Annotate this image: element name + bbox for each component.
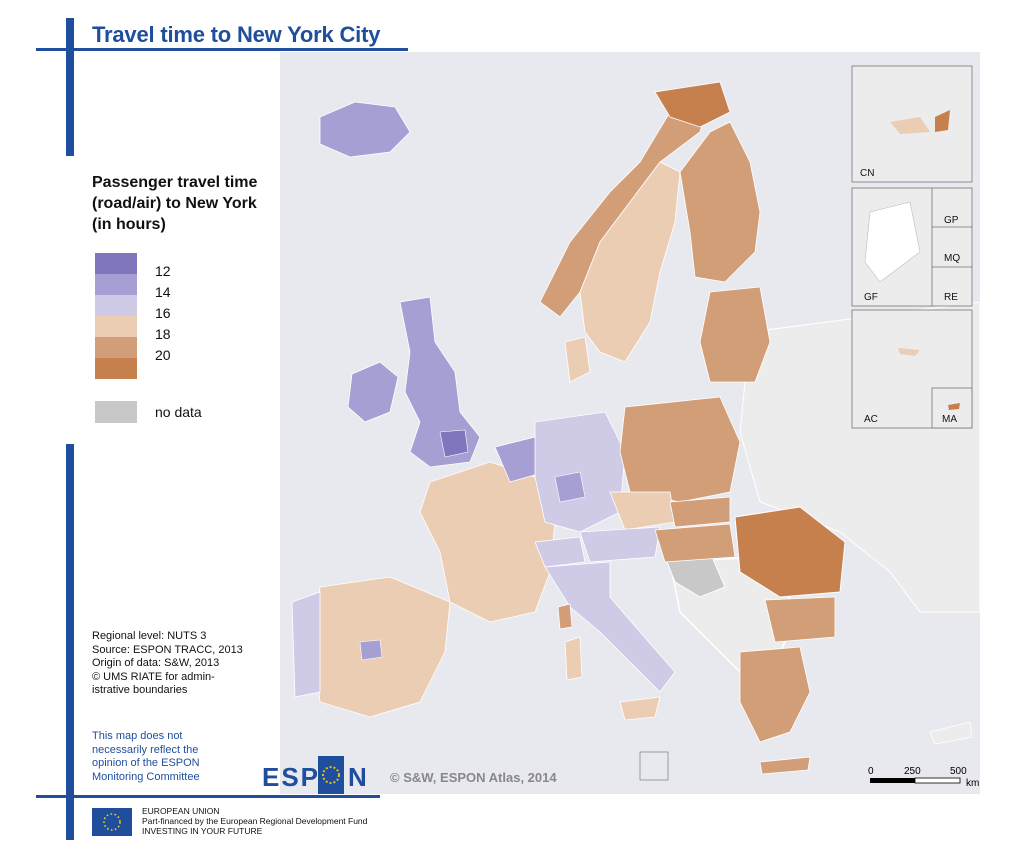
- footer-rule: [36, 795, 380, 798]
- iceland: [319, 101, 411, 158]
- legend-swatch: [95, 337, 137, 358]
- inset-label-cn: CN: [860, 168, 874, 179]
- overseas-insets: [851, 65, 973, 429]
- source-line: istrative boundaries: [92, 684, 188, 696]
- scale-label-250: 250: [904, 766, 921, 777]
- legend-swatch: [95, 274, 137, 295]
- hungary: [654, 523, 736, 563]
- scale-unit: km: [966, 778, 979, 789]
- legend-label: 16: [155, 305, 171, 321]
- legend-title-line: (road/air) to New York: [92, 195, 257, 212]
- legend-label-nodata: no data: [155, 404, 202, 420]
- greece: [739, 646, 811, 743]
- eu-line: Part-financed by the European Regional D…: [142, 816, 368, 826]
- eu-funding-note: EUROPEAN UNION Part-financed by the Euro…: [142, 806, 482, 836]
- legend-label: 12: [155, 263, 171, 279]
- legend-row: [95, 358, 345, 380]
- espon-logo-text-right: N: [348, 762, 367, 792]
- denmark: [564, 336, 591, 383]
- legend-label: 14: [155, 284, 171, 300]
- left-accent-bar-bottom: [66, 444, 74, 840]
- source-line: Regional level: NUTS 3: [92, 630, 207, 642]
- legend-swatch: [95, 253, 137, 274]
- romania: [734, 506, 846, 598]
- malta-inset-frame: [639, 751, 669, 781]
- legend-row: 20: [95, 337, 345, 363]
- map-sources: Regional level: NUTS 3 Source: ESPON TRA…: [92, 630, 282, 698]
- source-line: Origin of data: S&W, 2013: [92, 657, 220, 669]
- inset-label-mq: MQ: [944, 253, 960, 264]
- finland: [679, 121, 761, 283]
- northern-lapland: [654, 81, 731, 128]
- sardinia: [564, 636, 583, 681]
- legend-label: 20: [155, 347, 171, 363]
- eu-line: INVESTING IN YOUR FUTURE: [142, 826, 263, 836]
- inset-label-re: RE: [944, 292, 958, 303]
- legend-row: 14: [95, 274, 345, 300]
- poland: [619, 396, 741, 503]
- espon-logo-block: [318, 756, 344, 794]
- europe-choropleth-map: CN GP MQ GF RE AC MA: [280, 52, 980, 794]
- espon-logo-text-left: ESP: [262, 762, 320, 792]
- legend-row: 18: [95, 316, 345, 342]
- switzerland: [534, 536, 586, 568]
- legend-title: Passenger travel time (road/air) to New …: [92, 172, 292, 235]
- frankfurt-region: [554, 471, 586, 503]
- austria: [579, 526, 661, 563]
- great-britain: [399, 296, 481, 468]
- legend-swatch: [95, 295, 137, 316]
- title-underline: [36, 48, 408, 51]
- legend-title-line: Passenger travel time: [92, 174, 258, 191]
- corsica: [557, 603, 573, 630]
- madrid-region: [359, 639, 383, 661]
- london-region: [439, 429, 469, 458]
- bulgaria: [764, 596, 836, 643]
- legend-row: 16: [95, 295, 345, 321]
- slovakia: [669, 496, 731, 528]
- sweden: [579, 161, 681, 363]
- legend-title-line: (in hours): [92, 216, 166, 233]
- disclaimer-line: necessarily reflect the: [92, 743, 199, 756]
- cyprus: [929, 721, 973, 745]
- scale-label-0: 0: [868, 766, 874, 777]
- legend-row: 12: [95, 253, 345, 279]
- disclaimer-line: opinion of the ESPON: [92, 757, 200, 769]
- portugal: [291, 591, 321, 698]
- sicily: [619, 696, 661, 721]
- crete: [759, 756, 811, 775]
- scale-bar: 0 250 500 km: [868, 766, 979, 789]
- inset-label-gf: GF: [864, 292, 878, 303]
- disclaimer-line: This map does not: [92, 730, 183, 742]
- scale-label-500: 500: [950, 766, 967, 777]
- eu-line: EUROPEAN UNION: [142, 806, 220, 816]
- disclaimer-line: Monitoring Committee: [92, 770, 200, 783]
- espon-logo: ESP N: [262, 756, 367, 794]
- inset-label-gp: GP: [944, 215, 959, 226]
- ireland: [347, 361, 399, 423]
- left-accent-bar-top: [66, 18, 74, 156]
- italy: [544, 561, 676, 693]
- eu-flag-icon: [92, 808, 132, 836]
- source-line: © UMS RIATE for admin-: [92, 670, 215, 683]
- disclaimer: This map does not necessarily reflect th…: [92, 730, 242, 784]
- legend-swatch: [95, 358, 137, 379]
- legend-label: 18: [155, 326, 171, 342]
- copyright-text: © S&W, ESPON Atlas, 2014: [390, 770, 557, 785]
- inset-label-ma: MA: [942, 414, 957, 425]
- baltic-states: [699, 286, 771, 383]
- legend-swatch-nodata: [95, 401, 137, 423]
- inset-label-ac: AC: [864, 414, 878, 425]
- legend-swatch: [95, 316, 137, 337]
- source-line: Source: ESPON TRACC, 2013: [92, 643, 243, 656]
- page-title: Travel time to New York City: [92, 22, 381, 47]
